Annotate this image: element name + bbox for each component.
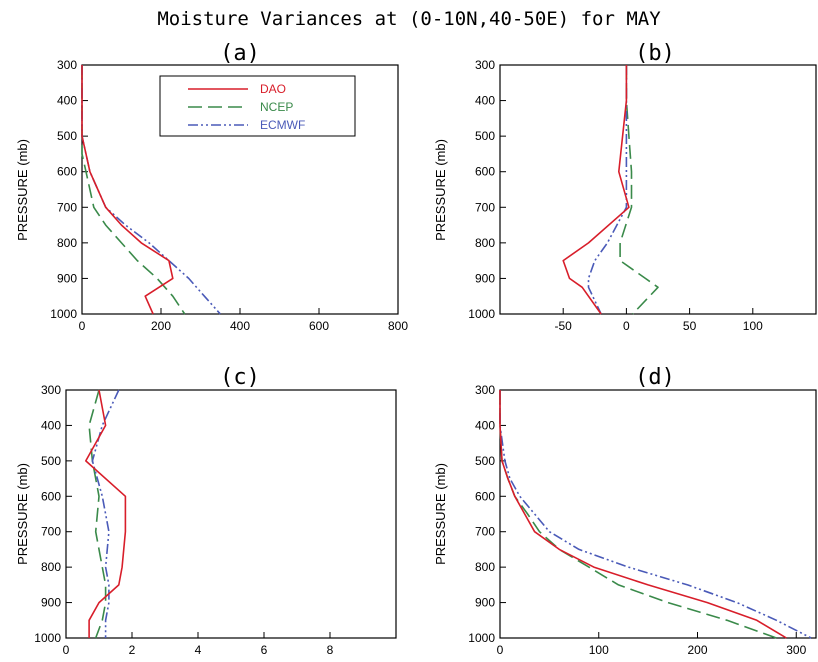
panel-c-ylabel: PRESSURE (mb)	[15, 463, 30, 565]
panel-d: (d) PRESSURE (mb) 0 100 200 300 300 400 500 600…	[433, 365, 817, 657]
panel-b-ylabel: PRESSURE (mb)	[433, 139, 448, 241]
panel-d-ytick-label-5: 800	[475, 560, 495, 574]
panel-b-ytick-label-2: 500	[475, 129, 495, 143]
panel-d-series-dao	[499, 390, 787, 639]
panel-a-ytick-label-2: 500	[57, 129, 77, 143]
panel-b-xtick-label-1: 0	[623, 319, 630, 333]
legend-label-ncep: NCEP	[260, 100, 293, 114]
panel-a-xtick-label-4: 800	[388, 319, 408, 333]
panel-d-ytick-label-0: 300	[475, 383, 495, 397]
panel-c-ytick-label-7: 1000	[34, 631, 61, 645]
panel-b-ytick-label-5: 800	[475, 236, 495, 250]
panel-c-ytick-label-0: 300	[41, 383, 61, 397]
panel-c-xtick-label-4: 8	[327, 643, 334, 657]
panel-a-ytick-label-6: 900	[57, 271, 77, 285]
panel-d-ytick-label-3: 600	[475, 489, 495, 503]
panel-d-title: (d)	[635, 365, 675, 390]
panel-c-ytick-label-2: 500	[41, 454, 61, 468]
panel-a-ytick-label-7: 1000	[50, 307, 77, 321]
panel-c-series-ncep	[88, 389, 107, 639]
panel-b-xtick-label-2: 50	[683, 319, 697, 333]
panel-b-ytick-label-3: 600	[475, 165, 495, 179]
panel-b-series-ecmwf	[587, 65, 628, 315]
panel-a-title: (a)	[220, 41, 260, 66]
panel-d-ytick-label-6: 900	[475, 596, 495, 610]
legend-box: DAO NCEP ECMWF	[159, 75, 356, 137]
panel-a-xtick-label-1: 200	[151, 319, 171, 333]
panel-d-xtick-label-3: 300	[786, 643, 806, 657]
figure-title: Moisture Variances at (0-10N,40-50E) for…	[157, 8, 661, 30]
panel-b-xtick-label-3: 100	[743, 319, 763, 333]
panel-d-ylabel: PRESSURE (mb)	[433, 463, 448, 565]
panel-a-series-dao	[81, 65, 174, 315]
panel-a-ytick-label-5: 800	[57, 236, 77, 250]
panel-c-xtick-label-0: 0	[63, 643, 70, 657]
panel-a-xtick-label-3: 600	[309, 319, 329, 333]
legend-frame	[159, 75, 356, 137]
panel-d-series-ncep	[499, 390, 777, 639]
panel-b-ytick-label-6: 900	[475, 271, 495, 285]
panel-a-ytick-label-4: 700	[57, 200, 77, 214]
panel-a-ytick-label-0: 300	[57, 58, 77, 72]
panel-c-title: (c)	[220, 365, 260, 390]
panel-d-xtick-label-2: 200	[687, 643, 707, 657]
panel-a: (a) PRESSURE (mb) 0 200 400 600 800 300 400 500…	[15, 41, 408, 333]
panel-b-series-ncep	[619, 65, 659, 315]
panel-d-ytick-label-1: 400	[475, 418, 495, 432]
panel-c-series-dao	[85, 389, 127, 638]
panel-d-xtick-label-1: 100	[589, 643, 609, 657]
panel-b-ytick-label-7: 1000	[468, 307, 495, 321]
panel-a-xtick-label-0: 0	[79, 319, 86, 333]
panel-d-frame	[499, 389, 817, 639]
panel-c-ytick-label-6: 900	[41, 596, 61, 610]
legend-label-dao: DAO	[260, 82, 286, 96]
legend-label-ecmwf: ECMWF	[260, 118, 305, 132]
panel-d-xtick-label-0: 0	[497, 643, 504, 657]
panel-c: (c) PRESSURE (mb) 0 2 4 6 8 300 400 500 600 700 80…	[15, 365, 397, 657]
panel-b-ytick-label-1: 400	[475, 94, 495, 108]
panel-d-series-ecmwf	[499, 390, 812, 639]
panel-d-ytick-label-4: 700	[475, 525, 495, 539]
panel-a-xtick-label-2: 400	[230, 319, 250, 333]
panel-b-title: (b)	[635, 41, 675, 66]
panel-d-ytick-label-7: 1000	[468, 631, 495, 645]
panel-c-ytick-label-4: 700	[41, 525, 61, 539]
panel-b-ytick-label-4: 700	[475, 200, 495, 214]
panel-c-xtick-label-2: 4	[195, 643, 202, 657]
panel-b-ytick-label-0: 300	[475, 58, 495, 72]
panel-c-ytick-label-5: 800	[41, 560, 61, 574]
panel-c-xtick-label-1: 2	[129, 643, 136, 657]
panel-a-ytick-label-3: 600	[57, 165, 77, 179]
panel-a-ytick-label-1: 400	[57, 94, 77, 108]
panel-b: (b) PRESSURE (mb) -50 0 50 100 300 400 500 600 7…	[433, 41, 817, 333]
panel-d-ytick-label-2: 500	[475, 454, 495, 468]
panel-c-ytick-label-3: 600	[41, 489, 61, 503]
panel-b-frame	[499, 64, 817, 315]
panel-c-ytick-label-1: 400	[41, 418, 61, 432]
panel-a-ylabel: PRESSURE (mb)	[15, 139, 30, 241]
panel-c-frame	[65, 389, 397, 639]
panel-b-xtick-label-0: -50	[555, 319, 573, 333]
panel-c-xtick-label-3: 6	[261, 643, 268, 657]
panel-c-series-ecmwf	[91, 389, 120, 638]
panel-b-series-dao	[562, 65, 630, 315]
